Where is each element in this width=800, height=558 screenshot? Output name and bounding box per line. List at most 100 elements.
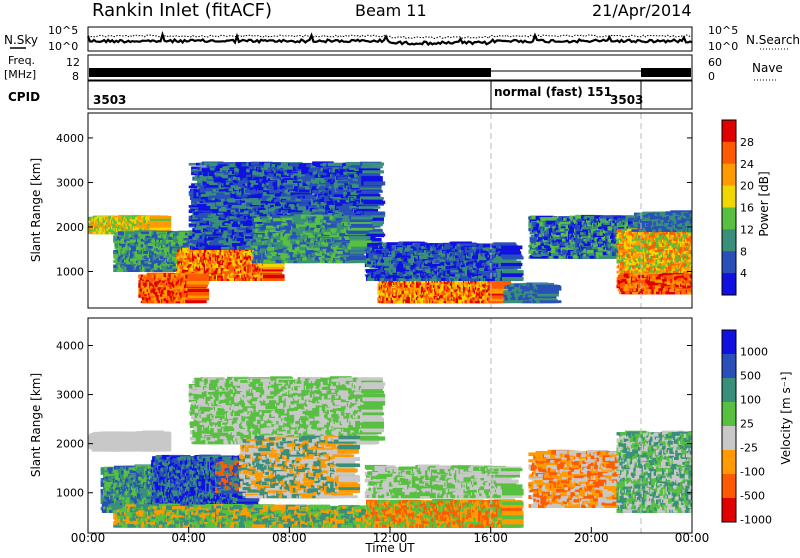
heatmap-cell [283,182,305,186]
n-sky-trace [86,30,693,47]
heatmap-cell [194,214,217,219]
freq-bar-1 [89,68,491,77]
heatmap-cell [293,229,316,233]
heatmap-cell [363,214,386,218]
heatmap-cell [361,165,383,169]
heatmap-cell [200,193,223,197]
heatmap-cell [489,298,512,302]
heatmap-cell [358,168,381,172]
freq-tick-12: 12 [66,56,80,69]
heatmap-cell [149,223,172,228]
heatmap-cell [361,190,383,193]
heatmap-cell [187,295,210,299]
heatmap-cell [362,197,384,200]
freq-panel: Freq. [MHz] 12 8 60 0 Nave [4,54,783,83]
noise-tick-low: 10^0 [48,40,78,53]
heatmap-cell [356,204,378,208]
heatmap-cell [363,181,386,186]
heatmap-cell [187,291,210,296]
heatmap-cell [348,162,370,167]
heatmap-cell [363,200,386,205]
cpid-segment-2: normal (fast) 151 [494,85,612,99]
heatmap-cell [363,233,386,237]
heatmap-cell [362,231,384,236]
heatmap-cell [263,277,285,281]
heatmap-cell [360,238,382,241]
heatmap-cell [223,201,245,206]
freq-unit-label: [MHz] [4,68,36,81]
heatmap-cell [348,243,371,247]
heatmap-cell [187,273,210,278]
heatmap-cell [187,288,210,292]
freq-label: Freq. [8,54,35,67]
freq-tick-8: 8 [72,70,79,83]
heatmap-cell [343,233,366,237]
station-title: Rankin Inlet (fitACF) [92,0,272,21]
beam-label: Beam 11 [355,1,427,20]
heatmap-cell [194,209,217,213]
heatmap-cell [297,260,319,264]
heatmap-cell [351,216,373,220]
heatmap-cell [187,280,210,285]
heatmap-cell [358,193,381,198]
heatmap-cell [489,295,512,299]
n-sky-label: N.Sky [4,33,38,47]
cpid-panel: CPID 3503 normal (fast) 151 3503 [8,80,693,110]
heatmap-cell [343,171,365,175]
heatmap-cell [239,171,261,176]
heatmap-cell [346,248,368,252]
heatmap-cell [489,282,512,286]
heatmap-cell [362,220,384,225]
nave-label: Nave [752,61,783,75]
heatmap-cell [489,279,512,283]
heatmap-cell [149,227,172,230]
heatmap-cell [149,218,172,221]
heatmap-cell [358,206,381,209]
heatmap-cell [347,230,370,234]
heatmap-cell [351,227,373,231]
heatmap-cell [361,179,383,183]
heatmap-cell [489,285,512,289]
n-search-label: N.Search [746,33,800,47]
heatmap-cell [349,260,372,263]
cpid-segment-1: 3503 [93,93,126,107]
heatmap-cell [290,192,313,196]
cpid-segment-3: 3503 [610,93,643,107]
heatmap-cell [489,290,512,294]
heatmap-cell [295,198,317,202]
heatmap-cell [263,274,285,279]
heatmap-cell [297,166,320,170]
heatmap-cell [362,170,384,174]
heatmap-cell [349,221,372,224]
noise-tick-high: 10^5 [48,24,78,37]
heatmap-cell [363,211,386,216]
heatmap-cell [349,251,372,254]
heatmap-cell [361,176,383,180]
heatmap-cell [248,198,271,203]
heatmap-cell [186,283,208,288]
heatmap-cell [360,187,382,190]
n-search-trace [87,34,693,40]
heatmap-cell [362,162,384,166]
noise-panel: N.Sky 10^5 10^0 10^5 10^0 N.Search [4,24,800,53]
freq-bar-2 [641,68,691,77]
heatmap-cell [204,185,226,189]
heatmap-cell [362,217,384,221]
heatmap-cell [351,246,373,250]
heatmap-cell [302,210,325,215]
heatmap-cell [290,211,313,216]
heatmap-cell [205,234,227,238]
noise-right-tick-low: 10^0 [708,40,738,53]
heatmap-cell [361,241,383,245]
nave-tick-60: 60 [708,56,722,69]
heatmap-cell [187,297,210,301]
heatmap-cell [198,206,220,211]
heatmap-cell [327,162,350,167]
heatmap-cell [349,240,372,244]
heatmap-cell [349,218,372,223]
heatmap-cell [358,173,381,177]
heatmap-cell [346,256,368,261]
date-label: 21/Apr/2014 [592,1,692,20]
